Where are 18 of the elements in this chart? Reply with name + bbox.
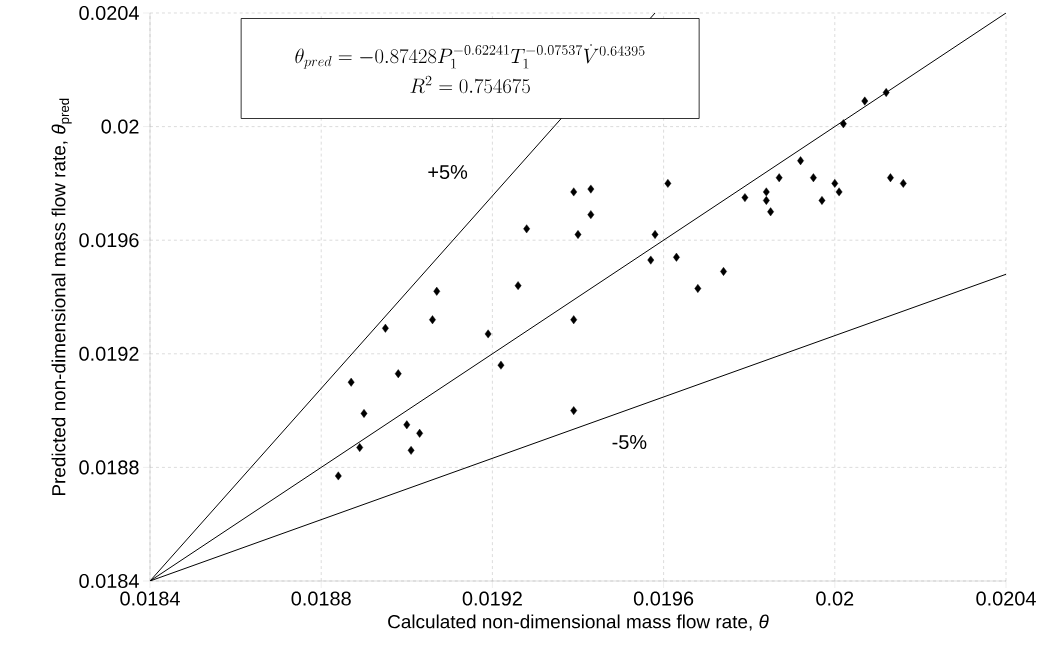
series-label: +5% [428, 165, 468, 180]
x-tick-label: 0.0188 [291, 591, 351, 606]
x-tick-label: 0.0184 [120, 591, 180, 606]
y-tick-label: 0.0192 [79, 346, 139, 361]
x-tick-label: 0.0196 [633, 591, 694, 606]
x-tick-label: 0.0192 [462, 591, 522, 606]
annotation: $\theta_{pred} = -0.87428P_1^{-0.62241}T_1^{-0.07537}\dot{V}^{0.64395}$ [295, 44, 645, 69]
series-label: -5% [612, 435, 647, 450]
annotation: $R^2 = 0.754675$ [410, 75, 530, 94]
y-tick-label: 0.0204 [79, 5, 139, 21]
x-tick-label: 0.02 [816, 591, 854, 606]
y-tick-label: 0.0184 [79, 573, 139, 589]
x-tick-label: 0.0204 [976, 591, 1036, 606]
y-tick-label: 0.02 [101, 119, 139, 134]
x-axis-title: Calculated non-dimensional mass flow rate, θ [388, 614, 769, 631]
y-axis-title: Predicted non-dimensional mass flow rate, θ$_{pred}$ [51, 98, 72, 496]
y-tick-label: 0.0188 [79, 460, 139, 475]
y-tick-label: 0.0196 [79, 233, 139, 248]
